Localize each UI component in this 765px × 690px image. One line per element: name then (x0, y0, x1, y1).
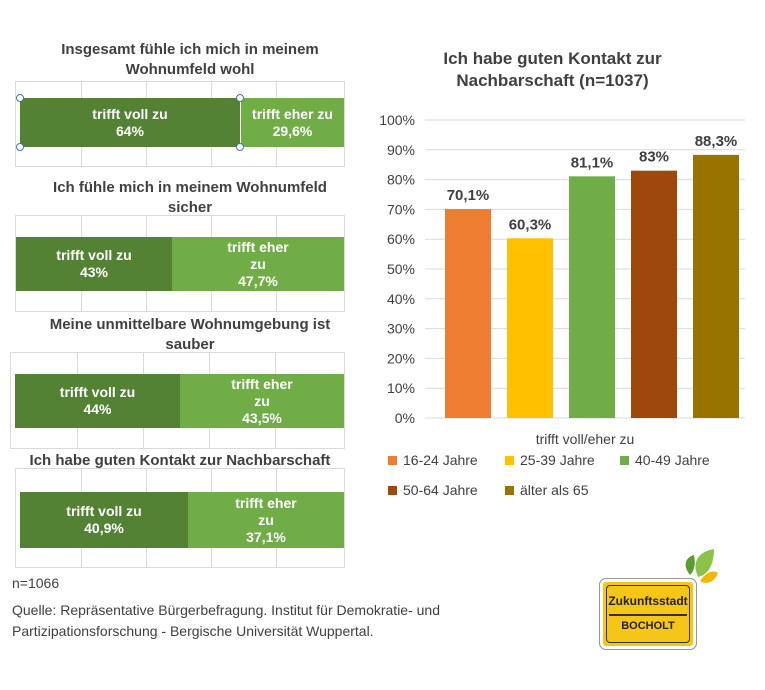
selection-handle[interactable] (236, 94, 244, 102)
y-tick-label: 0% (395, 410, 415, 426)
legend: 16-24 Jahre 25-39 Jahre 40-49 Jahre 50-64 J… (380, 450, 760, 510)
left-chart-3-full-bar: trifft voll zu 44% (15, 374, 180, 428)
left-chart-1-full-bar: trifft voll zu 64% (20, 98, 240, 147)
y-tick-label: 60% (387, 231, 415, 247)
y-tick-label: 80% (387, 172, 415, 188)
left-chart-2-panel: trifft voll zu 43% trifft eher zu 47,7% (15, 215, 345, 312)
legend-label: 50-64 Jahre (403, 482, 478, 498)
legend-swatch (620, 455, 629, 465)
left-chart-1-full-label: trifft voll zu (92, 105, 168, 122)
bar-3 (569, 176, 615, 418)
left-chart-2-title: Ich fühle mich in meinem Wohnumfeld sich… (10, 178, 370, 218)
bar-data-label: 60,3% (509, 216, 552, 233)
legend-item: 40-49 Jahre (620, 452, 710, 468)
y-tick-label: 50% (387, 261, 415, 277)
left-chart-4-title: Ich habe guten Kontakt zur Nachbarschaft (10, 451, 350, 471)
bar-1 (445, 209, 491, 418)
y-tick-label: 30% (387, 321, 415, 337)
left-chart-1-partial-label: trifft eher zu (252, 105, 333, 122)
y-tick-label: 20% (387, 350, 415, 366)
town-sign: Zukunftsstadt BOCHOLT (599, 578, 697, 650)
source-line-1: Quelle: Repräsentative Bürgerbefragung. … (12, 602, 441, 618)
bar-5 (693, 154, 739, 418)
selection-handle[interactable] (16, 94, 24, 102)
left-chart-3-full-value: 44% (83, 401, 112, 417)
left-chart-1-partial-value: 29,6% (272, 122, 313, 139)
legend-label: älter als 65 (520, 482, 589, 498)
legend-swatch (388, 485, 397, 495)
right-chart-title: Ich habe guten Kontakt zur Nachbarschaft… (400, 48, 705, 92)
left-chart-1-title: Insgesamt fühle ich mich in meinem Wohnu… (10, 40, 370, 80)
left-chart-4-title-text: Ich habe guten Kontakt zur Nachbarschaft (29, 452, 331, 469)
legend-swatch (388, 455, 397, 465)
left-chart-2-partial-label: trifft eher (227, 238, 289, 255)
selection-handle[interactable] (236, 143, 244, 151)
left-chart-3-panel: trifft voll zu 44% trifft eher zu 43,5% (10, 352, 345, 449)
left-chart-2-partial-label-2: zu (250, 255, 266, 272)
left-chart-3-partial-bar: trifft eher zu 43,5% (180, 374, 344, 428)
left-chart-3-title-text: Meine unmittelbare Wohnumgebung ist saub… (49, 316, 331, 353)
left-chart-3-partial-label-2: zu (254, 392, 270, 409)
bar-4 (631, 170, 677, 418)
legend-item: 25-39 Jahre (505, 452, 595, 468)
y-tick-label: 70% (387, 201, 415, 217)
legend-item: älter als 65 (505, 482, 588, 498)
left-chart-2-partial-bar: trifft eher zu 47,7% (172, 237, 344, 291)
left-chart-4-partial-value: 37,1% (246, 528, 286, 545)
bar-data-label: 83% (639, 149, 669, 166)
source-line-2: Partizipationsforschung - Bergische Univ… (12, 623, 374, 639)
left-chart-4-partial-label-2: zu (258, 511, 274, 528)
bar-data-label: 81,1% (571, 154, 614, 171)
zukunftsstadt-logo: Zukunftsstadt BOCHOLT (590, 545, 725, 650)
logo-bottom-text: BOCHOLT (621, 620, 675, 632)
n-note: n=1066 (12, 575, 60, 591)
x-axis-label: trifft voll/eher zu (535, 431, 635, 447)
left-chart-3-full-label: trifft voll zu (59, 384, 136, 400)
y-tick-label: 100% (379, 112, 415, 128)
legend-swatch (505, 455, 514, 465)
right-chart-title-text: Ich habe guten Kontakt zur Nachbarschaft… (443, 49, 662, 90)
left-chart-1-full-value: 64% (115, 122, 145, 139)
left-chart-4-full-bar: trifft voll zu 40,9% (20, 492, 188, 548)
left-chart-1-title-text: Insgesamt fühle ich mich in meinem Wohnu… (61, 41, 319, 78)
left-chart-2-full-label: trifft voll zu (56, 247, 132, 263)
left-chart-4-full-value: 40,9% (84, 520, 124, 536)
legend-label: 16-24 Jahre (403, 452, 478, 468)
y-tick-label: 10% (387, 380, 415, 396)
left-chart-4-partial-bar: trifft eher zu 37,1% (188, 492, 344, 548)
y-tick-label: 40% (387, 291, 415, 307)
left-chart-4-partial-label: trifft eher (235, 494, 297, 511)
left-chart-2-full-value: 43% (79, 264, 109, 280)
bar-2 (507, 238, 553, 418)
left-chart-2-partial-value: 47,7% (238, 272, 278, 289)
legend-item: 50-64 Jahre (388, 482, 478, 498)
left-chart-3-partial-label: trifft eher (231, 375, 293, 392)
selection-handle[interactable] (16, 143, 24, 151)
left-chart-1-partial-bar: trifft eher zu 29,6% (241, 98, 344, 147)
legend-item: 16-24 Jahre (388, 452, 478, 468)
legend-swatch (505, 485, 514, 495)
left-chart-2-full-bar: trifft voll zu 43% (16, 237, 172, 291)
left-chart-2-title-text: Ich fühle mich in meinem Wohnumfeld sich… (53, 179, 327, 216)
legend-label: 40-49 Jahre (635, 452, 710, 468)
y-tick-label: 90% (387, 142, 415, 158)
left-chart-4-panel: trifft voll zu 40,9% trifft eher zu 37,1% (15, 468, 345, 568)
bar-data-label: 70,1% (447, 187, 490, 204)
left-chart-1-panel: trifft voll zu 64% trifft eher zu 29,6% (15, 81, 345, 167)
bar-data-label: 88,3% (695, 133, 738, 150)
right-column-chart: 0% 10% 20% 30% 40% 50% 60% 70% 80% 90% 100% 70,1% 60… (379, 112, 745, 426)
legend-label: 25-39 Jahre (520, 452, 595, 468)
left-chart-3-title: Meine unmittelbare Wohnumgebung ist saub… (10, 315, 370, 355)
logo-top-text: Zukunftsstadt (608, 594, 688, 608)
leaf-icon (685, 549, 718, 583)
left-chart-3-partial-value: 43,5% (242, 409, 282, 426)
left-chart-4-full-label: trifft voll zu (66, 503, 142, 519)
